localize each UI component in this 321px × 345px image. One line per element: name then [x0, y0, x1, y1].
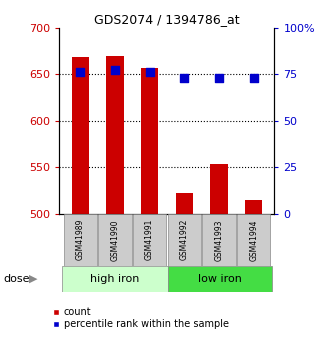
Bar — [168, 266, 272, 292]
Legend: count, percentile rank within the sample: count, percentile rank within the sample — [48, 303, 233, 333]
Bar — [202, 214, 236, 266]
Bar — [141, 68, 158, 214]
Bar — [133, 214, 166, 266]
Point — [251, 75, 256, 81]
Bar — [168, 214, 201, 266]
Point — [147, 70, 152, 75]
Text: dose: dose — [3, 274, 30, 284]
Bar — [72, 57, 89, 214]
Text: high iron: high iron — [90, 274, 140, 284]
Bar — [106, 57, 124, 214]
Bar — [245, 200, 262, 214]
Text: ▶: ▶ — [29, 274, 37, 284]
Text: GSM41989: GSM41989 — [76, 219, 85, 260]
Point — [112, 68, 117, 73]
Bar — [64, 214, 97, 266]
Text: GSM41994: GSM41994 — [249, 219, 258, 260]
Title: GDS2074 / 1394786_at: GDS2074 / 1394786_at — [94, 13, 240, 27]
Point — [182, 75, 187, 81]
Point — [216, 75, 221, 81]
Text: low iron: low iron — [198, 274, 242, 284]
Text: GSM41990: GSM41990 — [110, 219, 119, 260]
Text: GSM41991: GSM41991 — [145, 219, 154, 260]
Text: GSM41993: GSM41993 — [214, 219, 223, 260]
Bar — [237, 214, 270, 266]
Point — [78, 70, 83, 75]
Bar — [176, 194, 193, 214]
Bar — [210, 164, 228, 214]
Bar — [62, 266, 168, 292]
Text: GSM41992: GSM41992 — [180, 219, 189, 260]
Bar — [98, 214, 132, 266]
